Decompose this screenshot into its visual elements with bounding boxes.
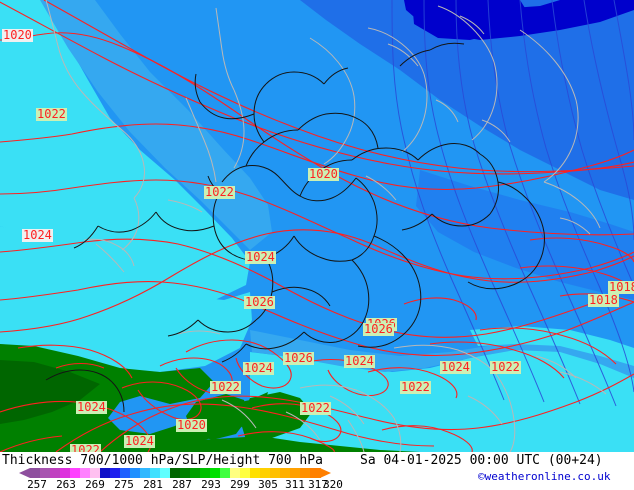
- isobar-label: 1026: [363, 322, 394, 336]
- fill-green-strip: [0, 430, 420, 452]
- isobar-label: 1022: [36, 107, 67, 121]
- isobar-label: 1024: [22, 228, 53, 242]
- scale-tick: 317: [308, 478, 328, 490]
- coastlines: [45, 0, 607, 452]
- isobar-label: 1018: [608, 281, 634, 294]
- scale-segment: [200, 468, 211, 478]
- copyright-credit: ©weatheronline.co.uk: [478, 470, 611, 483]
- isobar-label: 1020: [2, 28, 33, 42]
- scale-tick: 281: [143, 478, 163, 490]
- country-borders: [45, 42, 545, 413]
- scale-tick: 311: [285, 478, 305, 490]
- scale-tick: 299: [230, 478, 250, 490]
- scale-cap-left: [19, 468, 30, 478]
- fill-cyan-nw: [0, 0, 250, 300]
- scale-segment: [220, 468, 231, 478]
- thickness-colour-scale: [19, 468, 331, 478]
- isobar-label: 1022: [204, 185, 235, 199]
- isobar-label: 1018: [588, 293, 619, 307]
- scale-segment: [30, 468, 41, 478]
- scale-segment: [110, 468, 121, 478]
- isobar-label: 1022: [70, 444, 101, 452]
- isobar-label: 1024: [243, 361, 274, 375]
- scale-tick: 320: [323, 478, 343, 490]
- isobar-label: 1024: [440, 360, 471, 374]
- isobar-label: 1026: [283, 351, 314, 365]
- scale-segment: [160, 468, 171, 478]
- fill-cyan-e: [470, 326, 634, 366]
- scale-segment: [140, 468, 151, 478]
- isobar-label: 1024: [76, 400, 107, 414]
- isobar-label: 1022: [400, 380, 431, 394]
- scale-tick: 269: [85, 478, 105, 490]
- fill-cyan-w: [0, 226, 252, 372]
- scale-tick: 287: [172, 478, 192, 490]
- chart-title: Thickness 700/1000 hPa/SLP/Height 700 hP…: [2, 453, 323, 468]
- scale-segment: [240, 468, 251, 478]
- scale-segment: [170, 468, 181, 478]
- scale-segment: [60, 468, 71, 478]
- scale-tick: 275: [114, 478, 134, 490]
- scale-segment: [90, 468, 101, 478]
- scale-segment: [270, 468, 281, 478]
- scale-tick: 293: [201, 478, 221, 490]
- scale-segment: [310, 468, 321, 478]
- isobar-label: 1026: [244, 295, 275, 309]
- fill-deepblue-n2: [412, 0, 530, 40]
- isobar-label: 1024: [124, 434, 155, 448]
- isobar-label: 1022: [210, 380, 241, 394]
- map-graphics: [0, 0, 634, 452]
- scale-segment: [130, 468, 141, 478]
- scale-segment: [210, 468, 221, 478]
- scale-segment: [40, 468, 51, 478]
- fill-darkerblue-ne: [300, 0, 634, 200]
- scale-segment: [100, 468, 111, 478]
- scale-segment: [280, 468, 291, 478]
- scale-tick: 263: [56, 478, 76, 490]
- scale-segment: [180, 468, 191, 478]
- isobar-label: 1020: [308, 167, 339, 181]
- model-run-timestamp: Sa 04-01-2025 00:00 UTC (00+24): [360, 453, 603, 468]
- fill-blue-e: [416, 170, 634, 300]
- scale-cap-right: [320, 468, 331, 478]
- scale-tick-labels: 257 263 269 275 281 287 293 299 305 311 317 320: [0, 479, 634, 490]
- fill-green-sw2: [0, 360, 100, 424]
- isobar-label: 1022: [300, 401, 331, 415]
- isobar-label: 1024: [245, 250, 276, 264]
- scale-tick: 305: [258, 478, 278, 490]
- isobar-label: 1024: [344, 354, 375, 368]
- scale-tick: 257: [27, 478, 47, 490]
- scale-segment: [250, 468, 261, 478]
- isobar-label: 1022: [490, 360, 521, 374]
- scale-segment: [120, 468, 131, 478]
- scale-segment: [230, 468, 241, 478]
- scale-segment: [260, 468, 271, 478]
- scale-segment: [150, 468, 161, 478]
- isobar-label: 1020: [176, 418, 207, 432]
- fill-cyan-s: [250, 348, 634, 452]
- scale-segment: [300, 468, 311, 478]
- scale-segment: [290, 468, 301, 478]
- weather-map-canvas[interactable]: 1020102210241022102010241026102610261024…: [0, 0, 634, 452]
- scale-segment: [50, 468, 61, 478]
- scale-segment: [70, 468, 81, 478]
- scale-segment: [190, 468, 201, 478]
- map-footer: Thickness 700/1000 hPa/SLP/Height 700 hP…: [0, 452, 634, 490]
- scale-segment: [80, 468, 91, 478]
